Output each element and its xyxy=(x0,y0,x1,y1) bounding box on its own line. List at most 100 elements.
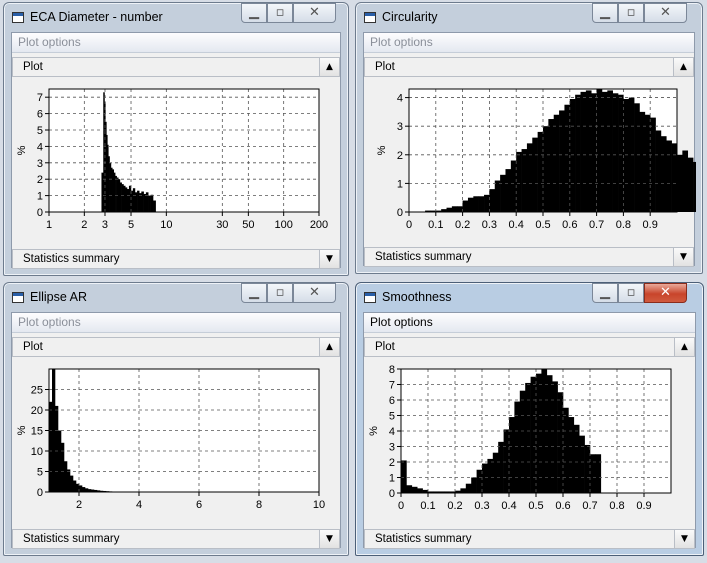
expand-statistics-button[interactable]: ▼ xyxy=(674,530,694,548)
x-tick-label: 1 xyxy=(46,219,52,231)
histogram-bar xyxy=(484,194,490,212)
histogram-bar xyxy=(94,489,98,492)
window-client: Plot options Plot ▲ 0 0.1 0.2 0.3 0.4 0.5 0.6 0… xyxy=(363,32,696,267)
histogram-bar xyxy=(634,103,640,212)
x-tick-label: 0.6 xyxy=(555,500,570,512)
histogram-bar xyxy=(105,121,107,212)
x-tick-label: 2 xyxy=(76,499,82,511)
close-button[interactable]: ✕ xyxy=(644,3,687,23)
window-app-icon xyxy=(364,292,376,303)
title-bar[interactable]: Circularity ▁ ▫ ✕ xyxy=(356,3,702,31)
ellipse-ar-window[interactable]: Ellipse AR ▁ ▫ ✕ Plot options Plot ▲ 2 4 6… xyxy=(3,282,349,556)
window-title: Circularity xyxy=(382,10,438,24)
x-tick-label: 0.7 xyxy=(589,219,604,231)
histogram-bar xyxy=(537,131,544,212)
histogram-bar xyxy=(460,488,467,493)
maximize-button[interactable]: ▫ xyxy=(618,3,644,23)
collapse-plot-button[interactable]: ▲ xyxy=(319,338,339,356)
y-tick-label: 20 xyxy=(31,405,43,417)
grid-lines xyxy=(49,89,319,212)
histogram-bar xyxy=(121,184,124,212)
histogram-bar xyxy=(671,143,678,212)
histogram-bar xyxy=(530,376,537,493)
histogram-bar xyxy=(457,206,463,212)
expand-statistics-button[interactable]: ▼ xyxy=(319,250,339,268)
histogram-bar xyxy=(525,382,531,493)
title-bar[interactable]: Ellipse AR ▁ ▫ ✕ xyxy=(4,283,348,311)
statistics-summary-bar[interactable]: Statistics summary ▼ xyxy=(12,249,340,269)
histogram-bar xyxy=(116,177,119,212)
x-tick-label: 30 xyxy=(216,219,228,231)
histogram-bar xyxy=(401,460,407,493)
y-tick-label: 4 xyxy=(397,93,403,105)
close-button[interactable]: ✕ xyxy=(293,283,336,303)
plot-section-label: Plot xyxy=(375,341,395,353)
minimize-button[interactable]: ▁ xyxy=(592,3,618,23)
collapse-plot-button[interactable]: ▲ xyxy=(673,58,693,76)
maximize-button[interactable]: ▫ xyxy=(267,3,293,23)
plot-options-header[interactable]: Plot options xyxy=(12,313,340,333)
grid-lines xyxy=(409,89,677,212)
plot-section-bar[interactable]: Plot ▲ xyxy=(364,57,694,77)
histogram-bar xyxy=(473,196,479,212)
histogram-bar xyxy=(428,491,434,493)
histogram-bar xyxy=(113,172,116,212)
histogram-bar xyxy=(125,187,128,212)
expand-statistics-button[interactable]: ▼ xyxy=(673,248,693,266)
collapse-plot-button[interactable]: ▲ xyxy=(674,338,694,356)
histogram-bar xyxy=(455,490,461,493)
plot-section-bar[interactable]: Plot ▲ xyxy=(12,337,340,357)
maximize-button[interactable]: ▫ xyxy=(618,283,644,303)
histogram-bar xyxy=(476,469,483,493)
statistics-summary-bar[interactable]: Statistics summary ▼ xyxy=(364,529,695,549)
eca-diameter-window[interactable]: ECA Diameter - number ▁ ▫ ✕ Plot options… xyxy=(3,2,349,276)
plot-section-bar[interactable]: Plot ▲ xyxy=(364,337,695,357)
collapse-plot-button[interactable]: ▲ xyxy=(319,58,339,76)
x-tick-label: 0.8 xyxy=(609,500,624,512)
x-tick-label: 0.3 xyxy=(474,500,489,512)
histogram-bar xyxy=(417,488,423,493)
close-icon: ✕ xyxy=(309,285,320,300)
title-bar[interactable]: Smoothness ▁ ▫ ✕ xyxy=(356,283,703,311)
minimize-button[interactable]: ▁ xyxy=(241,3,267,23)
histogram-bar xyxy=(584,444,591,493)
histogram-bar xyxy=(97,490,101,492)
histogram-bar xyxy=(563,407,569,493)
chevron-down-icon: ▼ xyxy=(680,252,687,262)
chevron-up-icon: ▲ xyxy=(326,342,333,352)
histogram-bar xyxy=(128,185,132,212)
statistics-summary-bar[interactable]: Statistics summary ▼ xyxy=(12,529,340,549)
histogram-bar xyxy=(585,90,592,212)
histogram-bar xyxy=(430,210,437,212)
histogram-bar xyxy=(596,89,603,212)
histogram-bar xyxy=(618,94,624,212)
minimize-icon: ▁ xyxy=(249,285,259,300)
plot-section-label: Plot xyxy=(375,61,395,73)
title-bar[interactable]: ECA Diameter - number ▁ ▫ ✕ xyxy=(4,3,348,31)
histogram-bar xyxy=(666,140,672,212)
minimize-button[interactable]: ▁ xyxy=(241,283,267,303)
x-tick-label: 0.2 xyxy=(455,219,470,231)
minimize-button[interactable]: ▁ xyxy=(592,283,618,303)
plot-options-header[interactable]: Plot options xyxy=(12,33,340,53)
x-tick-label: 2 xyxy=(81,219,87,231)
plot-section-bar[interactable]: Plot ▲ xyxy=(12,57,340,77)
histogram-bar xyxy=(422,489,429,493)
plot-options-header[interactable]: Plot options xyxy=(364,313,695,333)
histogram-bar xyxy=(100,490,104,492)
plot-options-header[interactable]: Plot options xyxy=(364,33,694,53)
close-button[interactable]: ✕ xyxy=(644,283,687,303)
maximize-button[interactable]: ▫ xyxy=(267,283,293,303)
smoothness-window[interactable]: Smoothness ▁ ▫ ✕ Plot options Plot ▲ 0 0.… xyxy=(355,282,704,556)
x-tick-label: 0.1 xyxy=(428,219,443,231)
maximize-icon: ▫ xyxy=(275,5,285,20)
histogram-bar xyxy=(516,151,522,212)
histogram-bar xyxy=(489,189,496,212)
close-button[interactable]: ✕ xyxy=(293,3,336,23)
histogram-bar xyxy=(118,179,121,212)
window-client: Plot options Plot ▲ 2 4 6 8 10 0 5 10 15 20 25% St… xyxy=(11,312,341,549)
histogram-bar xyxy=(505,169,512,212)
expand-statistics-button[interactable]: ▼ xyxy=(319,530,339,548)
statistics-summary-bar[interactable]: Statistics summary ▼ xyxy=(364,247,694,267)
